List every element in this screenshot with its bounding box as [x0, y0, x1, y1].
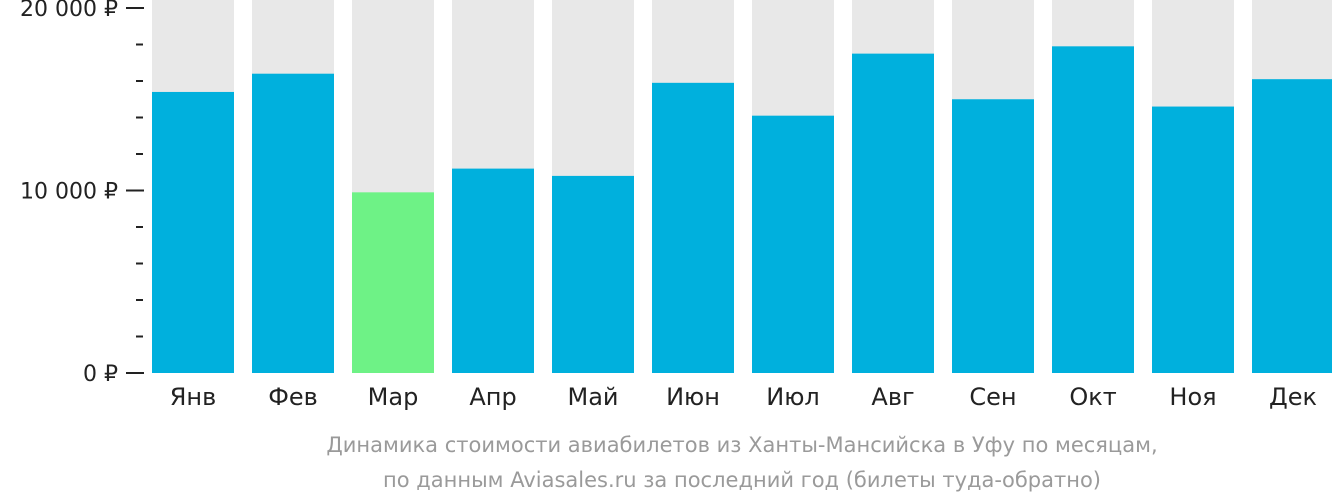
x-tick-label: Май — [567, 383, 618, 411]
x-tick-label: Июл — [766, 383, 820, 411]
x-tick-label: Авг — [871, 383, 914, 411]
x-tick-label: Дек — [1269, 383, 1317, 411]
x-tick-label: Сен — [969, 383, 1016, 411]
bar-9 — [952, 99, 1034, 373]
bar-12 — [1252, 79, 1332, 374]
y-tick-label: 0 ₽ — [83, 362, 118, 387]
bar-4 — [452, 168, 534, 373]
x-tick-label: Ноя — [1169, 383, 1216, 411]
bar-5 — [552, 175, 634, 373]
bar-7 — [752, 115, 834, 374]
y-tick-label: 10 000 ₽ — [20, 180, 118, 205]
bar-10 — [1052, 46, 1134, 373]
bar-2 — [252, 73, 334, 373]
x-tick-label: Янв — [170, 383, 217, 411]
x-tick-label: Апр — [469, 383, 516, 411]
bar-1 — [152, 91, 234, 373]
x-tick-label: Фев — [268, 383, 318, 411]
x-tick-label: Июн — [666, 383, 720, 411]
chart-caption-line-1: Динамика стоимости авиабилетов из Ханты-… — [326, 433, 1158, 457]
bar-3 — [352, 192, 434, 373]
bar-6 — [652, 82, 734, 373]
x-tick-label: Мар — [368, 383, 419, 411]
chart-caption-line-2: по данным Aviasales.ru за последний год … — [383, 468, 1101, 492]
y-tick-label: 20 000 ₽ — [20, 0, 118, 22]
bar-11 — [1152, 106, 1234, 374]
bar-8 — [852, 53, 934, 373]
x-tick-label: Окт — [1069, 383, 1116, 411]
